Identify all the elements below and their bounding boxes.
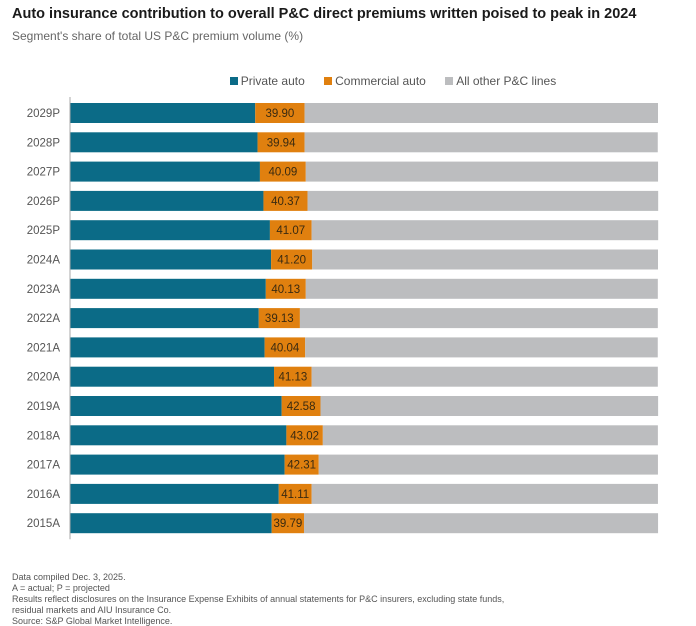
bar-all-other-p-c-lines: [318, 454, 658, 475]
category-label: 2027P: [27, 167, 61, 179]
bar-private-auto: [70, 483, 279, 504]
bar-commercial-auto: [259, 161, 306, 182]
footnote: Source: S&P Global Market Intelligence.: [12, 616, 173, 626]
bar-all-other-p-c-lines: [311, 483, 658, 504]
category-label: 2028P: [27, 137, 61, 149]
bar-private-auto: [70, 190, 264, 211]
bar-commercial-auto: [284, 454, 319, 475]
legend-swatch: [229, 77, 238, 85]
bar-all-other-p-c-lines: [312, 249, 658, 270]
data-label: 39.90: [266, 108, 295, 120]
data-label: 43.02: [290, 430, 319, 442]
bar-all-other-p-c-lines: [305, 337, 658, 358]
legend-item-private-auto: Private auto: [229, 74, 305, 88]
data-label: 40.37: [271, 196, 300, 208]
category-label: 2019A: [27, 401, 61, 413]
bar-all-other-p-c-lines: [305, 161, 659, 182]
footnote: A = actual; P = projected: [12, 583, 110, 593]
bar-all-other-p-c-lines: [311, 366, 658, 387]
bar-commercial-auto: [255, 103, 305, 123]
category-label: 2022A: [27, 313, 61, 325]
data-label: 40.04: [271, 342, 300, 354]
legend-swatch: [445, 77, 454, 85]
legend-item-other: All other P&C lines: [445, 74, 556, 88]
bar-all-other-p-c-lines: [305, 278, 658, 299]
bar-commercial-auto: [269, 220, 312, 241]
bar-commercial-auto: [258, 308, 300, 329]
category-label: 2015A: [27, 518, 61, 530]
bar-commercial-auto: [281, 396, 321, 416]
category-label: 2029P: [27, 108, 61, 120]
bar-commercial-auto: [278, 483, 312, 504]
category-label: 2023A: [27, 284, 61, 296]
bar-private-auto: [70, 132, 258, 153]
footnotes: Data compiled Dec. 3, 2025. A = actual; …: [12, 572, 504, 626]
data-label: 39.79: [273, 518, 302, 530]
bar-all-other-p-c-lines: [320, 396, 659, 416]
plot-area: 2029P 39.90 2028P 39.94 2027P 40.09 2026P 40.37…: [27, 97, 659, 540]
category-label: 2025P: [27, 225, 61, 237]
data-label: 42.58: [287, 401, 316, 413]
category-label: 2026P: [27, 196, 61, 208]
bar-commercial-auto: [286, 425, 323, 446]
chart-subtitle: Segment's share of total US P&C premium …: [12, 29, 304, 43]
data-label: 39.94: [267, 137, 296, 149]
bar-commercial-auto: [257, 132, 305, 153]
bar-all-other-p-c-lines: [304, 513, 659, 534]
bar-all-other-p-c-lines: [304, 103, 658, 123]
data-label: 41.20: [277, 255, 306, 267]
legend: Private auto Commercial auto All other P…: [0, 74, 696, 88]
bar-all-other-p-c-lines: [299, 308, 658, 329]
footnote: Data compiled Dec. 3, 2025.: [12, 572, 126, 582]
chart-title: Auto insurance contribution to overall P…: [12, 6, 637, 22]
data-label: 40.09: [268, 167, 297, 179]
bar-commercial-auto: [274, 366, 312, 387]
bar-all-other-p-c-lines: [307, 190, 659, 211]
bar-commercial-auto: [264, 337, 306, 358]
legend-label: All other P&C lines: [456, 74, 557, 88]
footnote: residual markets and AIU Insurance Co.: [12, 605, 172, 615]
bar-private-auto: [70, 161, 260, 182]
bar-all-other-p-c-lines: [311, 220, 659, 241]
category-label: 2016A: [27, 489, 61, 501]
bar-private-auto: [70, 425, 287, 446]
bar-private-auto: [70, 337, 265, 358]
bar-private-auto: [70, 366, 275, 387]
category-label: 2018A: [27, 430, 61, 442]
legend-label: Private auto: [240, 74, 305, 88]
legend-item-commercial-auto: Commercial auto: [324, 74, 426, 88]
bar-private-auto: [70, 220, 270, 241]
bar-commercial-auto: [271, 513, 305, 534]
data-label: 42.31: [287, 460, 316, 472]
legend-label: Commercial auto: [335, 74, 426, 88]
bar-private-auto: [70, 249, 272, 270]
bar-commercial-auto: [265, 278, 306, 299]
data-label: 41.11: [281, 489, 309, 501]
data-label: 41.07: [276, 225, 305, 237]
bar-private-auto: [70, 278, 266, 299]
bar-all-other-p-c-lines: [304, 132, 658, 153]
bar-private-auto: [70, 454, 285, 475]
bar-all-other-p-c-lines: [322, 425, 658, 446]
bar-commercial-auto: [271, 249, 313, 270]
bar-private-auto: [70, 308, 259, 329]
category-label: 2021A: [27, 342, 61, 354]
data-label: 39.13: [265, 313, 294, 325]
category-label: 2020A: [27, 372, 61, 384]
data-label: 40.13: [271, 284, 300, 296]
category-label: 2017A: [27, 460, 61, 472]
bar-private-auto: [70, 396, 282, 416]
legend-swatch: [324, 77, 333, 85]
bar-private-auto: [70, 513, 272, 534]
category-label: 2024A: [27, 255, 61, 267]
bar-commercial-auto: [263, 190, 308, 211]
footnote: Results reflect disclosures on the Insur…: [12, 594, 505, 604]
bar-private-auto: [70, 103, 256, 123]
data-label: 41.13: [278, 372, 307, 384]
